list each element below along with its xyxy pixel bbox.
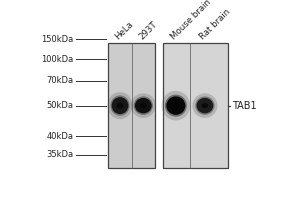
Bar	[108, 43, 155, 168]
Text: 150kDa: 150kDa	[41, 35, 74, 44]
Ellipse shape	[192, 93, 218, 118]
Text: 100kDa: 100kDa	[41, 55, 74, 64]
Text: HeLa: HeLa	[114, 20, 136, 42]
Ellipse shape	[110, 95, 130, 116]
Ellipse shape	[117, 103, 123, 109]
Text: 293T: 293T	[137, 20, 159, 42]
Ellipse shape	[134, 96, 153, 115]
Bar	[163, 43, 228, 168]
Ellipse shape	[165, 95, 187, 117]
Ellipse shape	[196, 98, 213, 113]
Ellipse shape	[140, 103, 147, 108]
Ellipse shape	[202, 103, 208, 108]
Ellipse shape	[131, 93, 156, 118]
Ellipse shape	[135, 98, 152, 113]
Ellipse shape	[172, 102, 180, 109]
Text: Mouse brain: Mouse brain	[169, 0, 213, 42]
Text: 50kDa: 50kDa	[46, 101, 74, 110]
Ellipse shape	[161, 91, 190, 120]
Ellipse shape	[112, 97, 128, 114]
Text: TAB1: TAB1	[232, 101, 256, 111]
Text: 40kDa: 40kDa	[46, 132, 74, 141]
Ellipse shape	[107, 92, 133, 119]
Text: 35kDa: 35kDa	[46, 150, 74, 159]
Text: 70kDa: 70kDa	[46, 76, 74, 85]
Text: Rat brain: Rat brain	[199, 8, 233, 42]
Ellipse shape	[195, 96, 214, 115]
Ellipse shape	[166, 96, 185, 115]
